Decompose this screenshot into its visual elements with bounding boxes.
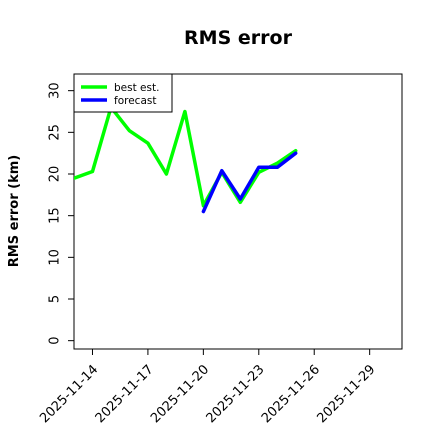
x-tick-label: 2025-11-20 [148,362,212,426]
y-tick-label: 25 [48,124,63,141]
legend-label-forecast: forecast [114,95,156,107]
x-tick-label: 2025-11-17 [93,362,157,426]
legend-label-best-est: best est. [114,82,159,94]
y-tick-label: 20 [48,166,63,183]
y-tick-label: 0 [48,337,63,345]
y-axis-label: RMS error (km) [7,155,22,267]
legend-box [73,73,173,113]
series-line-forecast [201,151,298,214]
y-tick-label: 30 [48,82,63,99]
x-tick-label: 2025-11-26 [259,362,323,426]
y-tick-label: 15 [48,207,63,224]
plot-frame [73,73,403,350]
x-tick-label: 2025-11-29 [314,362,378,426]
x-axis: 2025-11-142025-11-172025-11-202025-11-23… [37,349,378,426]
x-tick-label: 2025-11-14 [37,362,101,426]
y-axis: 0 5 10 15 20 25 30 [48,82,74,345]
legend: best est. forecast [73,73,173,113]
x-tick-label: 2025-11-23 [204,362,268,426]
y-tick-label: 10 [48,249,63,266]
y-tick-label: 5 [48,295,63,303]
chart-title: RMS error [184,27,293,49]
